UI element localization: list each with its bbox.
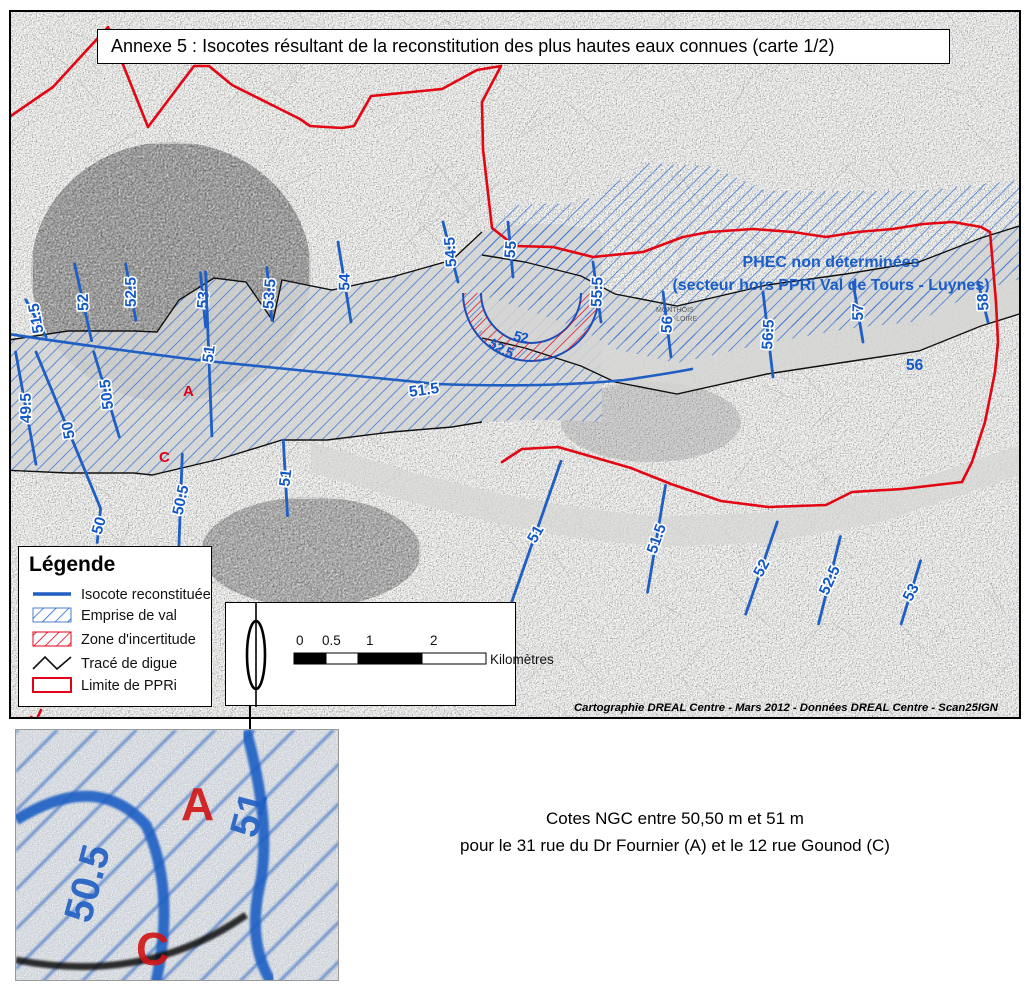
svg-text:0.5: 0.5	[322, 633, 341, 648]
svg-text:56: 56	[906, 357, 924, 374]
svg-text:52: 52	[75, 293, 93, 311]
svg-text:51: 51	[200, 344, 219, 364]
svg-text:A: A	[181, 778, 214, 830]
svg-text:Emprise de val: Emprise de val	[81, 608, 177, 624]
svg-text:57: 57	[850, 303, 867, 320]
svg-text:C: C	[136, 923, 169, 975]
svg-text:0: 0	[296, 633, 304, 648]
svg-text:50: 50	[59, 420, 79, 440]
svg-text:58: 58	[974, 292, 992, 311]
svg-text:50.5: 50.5	[97, 378, 117, 410]
svg-text:55.5: 55.5	[588, 276, 606, 307]
svg-text:Tracé de digue: Tracé de digue	[81, 656, 177, 672]
svg-text:PHEC non déterminées: PHEC non déterminées	[743, 254, 920, 271]
svg-text:55: 55	[502, 240, 520, 259]
svg-text:56.5: 56.5	[759, 319, 778, 350]
svg-text:54: 54	[336, 273, 353, 291]
svg-text:C: C	[159, 449, 170, 466]
svg-text:Cartographie DREAL Centre - Ma: Cartographie DREAL Centre - Mars 2012 - …	[574, 702, 999, 714]
svg-text:56: 56	[659, 315, 677, 333]
svg-text:52.5: 52.5	[123, 277, 140, 308]
svg-text:54.5: 54.5	[441, 236, 460, 268]
svg-text:MONTHOIS: MONTHOIS	[656, 307, 694, 314]
svg-text:Zone d'incertitude: Zone d'incertitude	[81, 632, 196, 648]
svg-text:(secteur hors PPRi Val de Tour: (secteur hors PPRi Val de Tours - Luynes…	[672, 277, 989, 294]
svg-text:1: 1	[366, 633, 374, 648]
svg-text:A: A	[183, 383, 194, 400]
svg-text:49.5: 49.5	[18, 393, 35, 424]
svg-text:Kilomètres: Kilomètres	[490, 652, 554, 667]
svg-text:Isocote reconstituée: Isocote reconstituée	[81, 587, 211, 603]
svg-text:2: 2	[430, 633, 438, 648]
svg-text:51: 51	[276, 468, 295, 488]
svg-text:53.5: 53.5	[260, 278, 279, 310]
svg-text:53: 53	[194, 290, 212, 309]
svg-text:Limite de PPRi: Limite de PPRi	[81, 678, 177, 694]
